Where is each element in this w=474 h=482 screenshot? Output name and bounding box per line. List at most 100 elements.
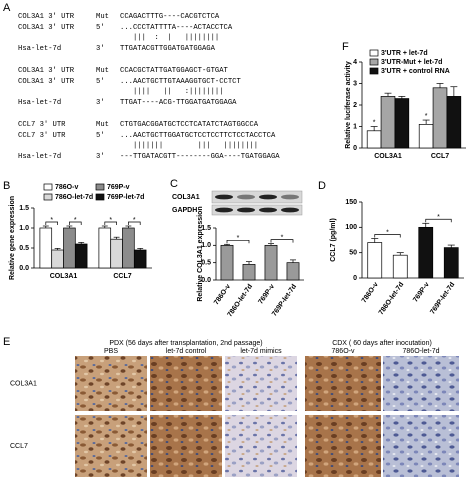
significance-bracket: [45, 221, 58, 225]
ihc-image: [225, 415, 297, 477]
group-title: PDX (56 days after transplantation, 2nd …: [109, 340, 262, 347]
y-tick-label: 1.0: [19, 225, 29, 232]
bar: [63, 227, 76, 269]
y-axis-label: Relative gene expression: [9, 196, 16, 280]
bar: [392, 254, 408, 279]
gene-label: CCL7 3' UTR: [18, 132, 66, 140]
y-tick-label: 2: [353, 102, 357, 109]
significance-bracket: [425, 218, 452, 223]
panel-letter: D: [318, 180, 326, 192]
significance: *: [50, 217, 53, 224]
blot-label: GAPDH: [172, 207, 197, 214]
sequence: ...AACTGCTTGGATGCTCCTCCTTCTCCTACCTCA: [120, 132, 276, 140]
panel-letter: F: [342, 41, 349, 53]
bar: [432, 87, 448, 149]
significance: *: [373, 119, 376, 126]
ihc-image: [150, 356, 222, 411]
bar: [443, 247, 459, 279]
x-tick-label: COL3A1: [50, 273, 78, 280]
significance-bracket: [270, 239, 294, 243]
bar: [98, 227, 112, 269]
significance: *: [133, 217, 136, 224]
sequence: ||||||| ||| ||||||||: [120, 142, 258, 150]
bar: [394, 98, 410, 149]
ihc-image: [383, 356, 459, 411]
x-tick-label: 786O-let-7d: [378, 281, 406, 316]
x-tick-label: 769P-let-7d: [429, 281, 456, 316]
panel-letter: A: [3, 2, 11, 14]
bar: [418, 123, 434, 149]
x-tick-label: 786O-v: [213, 283, 232, 306]
significance-bracket: [374, 234, 401, 238]
bar: [286, 262, 300, 281]
significance: *: [386, 229, 389, 236]
significance-bracket: [69, 221, 82, 225]
legend-label: 3'UTR + let-7d: [381, 50, 428, 57]
significance-bracket: [128, 221, 141, 225]
strand-end: 3': [96, 45, 105, 53]
bar: [380, 96, 396, 149]
panel-letter: B: [3, 180, 10, 192]
strand-end: 5': [96, 78, 105, 86]
bar: [39, 227, 53, 269]
y-tick-label: 0.0: [19, 265, 29, 272]
legend-swatch: [95, 193, 105, 201]
bar: [74, 243, 88, 269]
significance-bracket: [104, 221, 117, 225]
bar: [220, 244, 234, 281]
ihc-image: [383, 415, 459, 477]
x-tick-label: 769P-v: [257, 283, 276, 306]
gene-label: Hsa-let-7d: [18, 153, 61, 161]
strand-end: 3': [96, 153, 105, 161]
row-label: CCL7: [10, 443, 28, 450]
bar: [366, 130, 382, 149]
y-axis-label: CCL7 (pg/ml): [330, 218, 337, 262]
legend-label: 3'UTR + control RNA: [381, 68, 450, 75]
strand-end: 5': [96, 132, 105, 140]
group-title: CDX ( 60 days after inocutation): [332, 340, 432, 347]
sequence: ||| : | ||||||||: [120, 34, 219, 42]
x-tick-label: 786O-v: [361, 281, 380, 304]
legend-label: 786O-v: [55, 184, 78, 191]
ihc-image: [150, 415, 222, 477]
gene-label: COL3A1 3' UTR: [18, 13, 75, 21]
bar: [122, 227, 135, 269]
y-axis-label: Relative luciferase activity: [345, 61, 352, 149]
blot-band: [281, 207, 299, 213]
legend-swatch: [95, 183, 105, 191]
column-label: 786O-v: [332, 348, 355, 355]
y-axis-label: Relative COL3A1 expression: [197, 206, 204, 301]
ihc-image: [225, 356, 297, 411]
legend-label: 769P-v: [107, 184, 130, 191]
blot-band: [259, 194, 277, 200]
blot-background: [211, 204, 303, 216]
legend-swatch: [369, 49, 379, 57]
y-tick-label: 1.5: [19, 205, 29, 212]
bar: [133, 249, 147, 269]
legend-swatch: [369, 67, 379, 75]
y-tick-label: 50: [349, 250, 357, 257]
y-tick-label: 1.5: [201, 225, 211, 232]
ihc-image: [305, 356, 381, 411]
strand-end: Mut: [96, 67, 109, 75]
y-tick-label: 0.5: [201, 260, 211, 267]
legend-swatch: [43, 183, 53, 191]
legend-label: 769P-let-7d: [107, 194, 144, 201]
legend-swatch: [369, 58, 379, 66]
legend-label: 3'UTR-Mut + let-7d: [381, 59, 442, 66]
ihc-image: [75, 415, 147, 477]
y-tick-label: 0: [353, 145, 357, 152]
column-label: let-7d control: [166, 348, 207, 355]
significance: *: [109, 217, 112, 224]
x-tick-label: COL3A1: [374, 153, 402, 160]
row-label: COL3A1: [10, 380, 37, 387]
strand-end: 3': [96, 99, 105, 107]
y-tick-label: 1: [353, 123, 357, 130]
bar: [367, 242, 383, 279]
ihc-image: [305, 415, 381, 477]
x-tick-label: CCL7: [113, 273, 131, 280]
gene-label: Hsa-let-7d: [18, 45, 61, 53]
x-tick-label: CCL7: [431, 153, 449, 160]
panel-letter: C: [170, 178, 178, 190]
